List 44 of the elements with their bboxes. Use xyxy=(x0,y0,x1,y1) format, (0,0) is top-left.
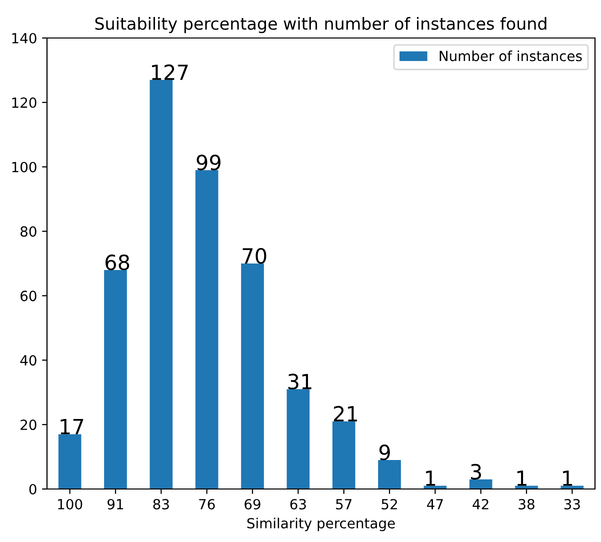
data-label: 99 xyxy=(196,154,220,170)
data-label: 127 xyxy=(152,64,188,80)
y-tick-label: 80 xyxy=(20,226,36,237)
data-label: 68 xyxy=(106,254,130,270)
bar xyxy=(469,479,492,489)
x-tick-label: 47 xyxy=(427,499,443,510)
data-label: 21 xyxy=(334,406,358,422)
data-label: 9 xyxy=(379,444,390,460)
bar xyxy=(104,270,127,489)
bar xyxy=(58,434,82,489)
x-axis-title: Similarity percentage xyxy=(247,518,395,532)
y-tick-label: 120 xyxy=(12,97,36,108)
y-tick-label: 0 xyxy=(29,484,36,494)
data-label: 70 xyxy=(242,248,266,264)
x-tick-label: 76 xyxy=(199,498,215,510)
y-tick-label: 40 xyxy=(20,355,36,366)
bar xyxy=(150,80,173,489)
data-label: 1 xyxy=(563,470,572,486)
y-tick-label: 60 xyxy=(20,290,36,302)
x-tick-label: 63 xyxy=(290,498,306,510)
x-tick-label: 52 xyxy=(382,498,397,510)
x-tick-label: 57 xyxy=(336,499,352,510)
bar xyxy=(195,170,218,489)
bar xyxy=(286,389,310,489)
data-label: 1 xyxy=(517,470,526,486)
x-tick-label: 91 xyxy=(108,498,124,510)
data-label: 3 xyxy=(471,464,481,480)
data-label: 1 xyxy=(426,470,436,486)
x-tick-label: 100 xyxy=(58,498,82,510)
y-tick-label: 100 xyxy=(12,162,36,172)
x-tick-label: 69 xyxy=(244,498,260,510)
x-tick-label: 42 xyxy=(472,498,488,510)
x-tick-label: 38 xyxy=(518,498,534,510)
y-tick-label: 140 xyxy=(12,32,36,44)
bar xyxy=(241,264,264,489)
bar xyxy=(378,460,401,489)
legend-label: Number of instances xyxy=(440,50,582,62)
y-tick-label: 20 xyxy=(20,420,36,430)
bar xyxy=(332,421,356,489)
x-tick-label: 33 xyxy=(564,498,580,510)
data-label: 31 xyxy=(288,374,312,390)
data-label: 17 xyxy=(60,419,84,434)
x-tick-label: 83 xyxy=(153,498,169,510)
chart-title: Suitability percentage with number of instances found xyxy=(95,17,546,34)
